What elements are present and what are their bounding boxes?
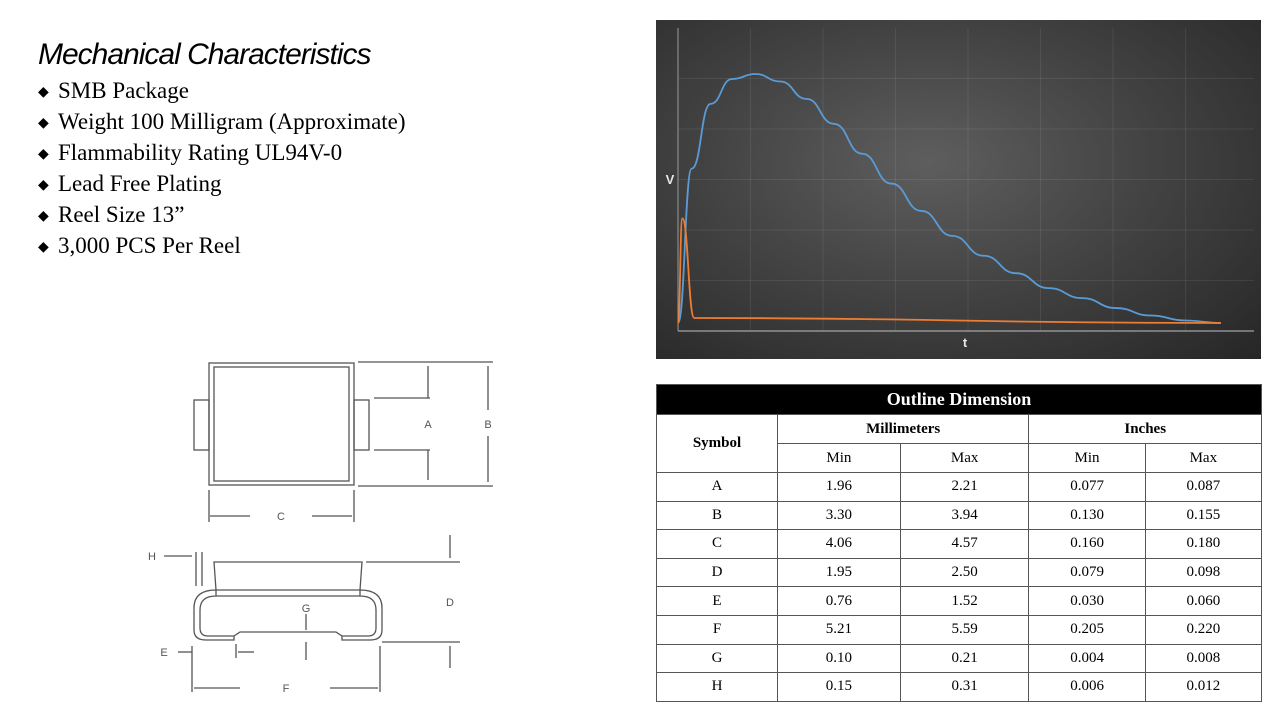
dim-label-e: E <box>160 647 167 659</box>
mm-max-cell: 0.21 <box>899 643 1030 674</box>
y-axis-label: V <box>666 172 675 187</box>
waveform-chart-svg: V t <box>666 28 1254 350</box>
dim-label-g: G <box>302 603 311 615</box>
dim-label-h: H <box>148 551 156 563</box>
table-row: A 1.96 2.21 0.077 0.087 <box>656 472 1263 502</box>
in-min-cell: 0.006 <box>1028 672 1146 702</box>
list-item: ◆ SMB Package <box>38 76 406 107</box>
diamond-bullet-icon: ◆ <box>38 209 49 224</box>
diamond-bullet-icon: ◆ <box>38 240 49 255</box>
series-line-long-pulse <box>677 73 1222 324</box>
mm-max-cell: 4.57 <box>899 529 1030 559</box>
dim-label-d: D <box>446 597 454 609</box>
in-min-cell: 0.004 <box>1028 643 1146 674</box>
mm-max-cell: 5.59 <box>899 614 1030 645</box>
symbol-cell: D <box>656 557 778 588</box>
inches-header: Inches <box>1028 414 1262 444</box>
series-line-short-pulse <box>677 217 1222 324</box>
mm-min-header: Min <box>777 443 901 473</box>
in-min-cell: 0.130 <box>1028 500 1146 531</box>
mm-min-cell: 3.30 <box>777 500 901 531</box>
diamond-bullet-icon: ◆ <box>38 85 49 100</box>
package-top-body <box>208 362 355 486</box>
symbol-cell: C <box>656 529 778 559</box>
package-outline-svg: A B C D E F G H <box>148 361 493 695</box>
dim-label-b: B <box>484 419 491 431</box>
mm-max-cell: 2.21 <box>899 472 1030 502</box>
table-row: D 1.95 2.50 0.079 0.098 <box>656 557 1263 588</box>
outline-dimension-table: Outline Dimension Symbol Millimeters Inc… <box>656 384 1263 702</box>
in-min-cell: 0.077 <box>1028 472 1146 502</box>
mm-max-cell: 2.50 <box>899 557 1030 588</box>
dim-label-a: A <box>424 419 432 431</box>
symbol-cell: G <box>656 643 778 674</box>
in-max-cell: 0.155 <box>1144 500 1263 531</box>
mm-max-header: Max <box>899 443 1030 473</box>
mm-min-cell: 1.95 <box>777 557 901 588</box>
mm-max-cell: 1.52 <box>899 586 1030 616</box>
symbol-header: Symbol <box>656 414 778 473</box>
mm-min-cell: 4.06 <box>777 529 901 559</box>
table-row: H 0.15 0.31 0.006 0.012 <box>656 672 1263 702</box>
in-min-cell: 0.205 <box>1028 614 1146 645</box>
symbol-cell: F <box>656 614 778 645</box>
in-max-cell: 0.220 <box>1144 614 1263 645</box>
millimeters-header: Millimeters <box>776 414 1030 444</box>
in-min-cell: 0.160 <box>1028 529 1146 559</box>
list-item: ◆ Weight 100 Milligram (Approximate) <box>38 107 406 138</box>
in-min-header: Min <box>1028 443 1146 473</box>
in-max-cell: 0.008 <box>1144 643 1263 674</box>
x-axis-label: t <box>963 335 968 350</box>
list-item: ◆ Lead Free Plating <box>38 169 406 200</box>
in-min-cell: 0.030 <box>1028 586 1146 616</box>
lead-side-right <box>341 589 383 641</box>
list-item: ◆ Flammability Rating UL94V-0 <box>38 138 406 169</box>
characteristics-list: ◆ SMB Package ◆ Weight 100 Milligram (Appr… <box>38 76 406 262</box>
table-row: G 0.10 0.21 0.004 0.008 <box>656 643 1263 674</box>
in-min-cell: 0.079 <box>1028 557 1146 588</box>
diamond-bullet-icon: ◆ <box>38 147 49 162</box>
mm-min-cell: 1.96 <box>777 472 901 502</box>
dim-label-f: F <box>283 683 290 695</box>
page-title: Mechanical Characteristics <box>38 38 371 71</box>
lead-right <box>353 399 370 451</box>
package-side-body <box>213 561 363 591</box>
list-item: ◆ 3,000 PCS Per Reel <box>38 231 406 262</box>
table-row: E 0.76 1.52 0.030 0.060 <box>656 586 1263 616</box>
table-row: C 4.06 4.57 0.160 0.180 <box>656 529 1263 559</box>
package-outline-drawing: A B C D E F G H <box>130 350 510 700</box>
diamond-bullet-icon: ◆ <box>38 178 49 193</box>
table-row: B 3.30 3.94 0.130 0.155 <box>656 500 1263 531</box>
in-max-cell: 0.180 <box>1144 529 1263 559</box>
in-max-cell: 0.087 <box>1144 472 1263 502</box>
symbol-cell: B <box>656 500 778 531</box>
in-max-cell: 0.098 <box>1144 557 1263 588</box>
table-row: F 5.21 5.59 0.205 0.220 <box>656 614 1263 645</box>
mm-max-cell: 0.31 <box>899 672 1030 702</box>
list-item: ◆ Reel Size 13” <box>38 200 406 231</box>
lead-left <box>193 399 210 451</box>
symbol-cell: H <box>656 672 778 702</box>
package-top-inner <box>213 366 350 482</box>
mm-max-cell: 3.94 <box>899 500 1030 531</box>
symbol-cell: A <box>656 472 778 502</box>
mm-min-cell: 5.21 <box>777 614 901 645</box>
symbol-cell: E <box>656 586 778 616</box>
in-max-cell: 0.012 <box>1144 672 1263 702</box>
dim-label-c: C <box>277 511 285 523</box>
in-max-header: Max <box>1144 443 1263 473</box>
diamond-bullet-icon: ◆ <box>38 116 49 131</box>
mm-min-cell: 0.76 <box>777 586 901 616</box>
in-max-cell: 0.060 <box>1144 586 1263 616</box>
mm-min-cell: 0.10 <box>777 643 901 674</box>
table-caption: Outline Dimension <box>656 384 1262 415</box>
waveform-chart: V t <box>656 20 1261 359</box>
lead-side-left <box>193 589 235 641</box>
mm-min-cell: 0.15 <box>777 672 901 702</box>
